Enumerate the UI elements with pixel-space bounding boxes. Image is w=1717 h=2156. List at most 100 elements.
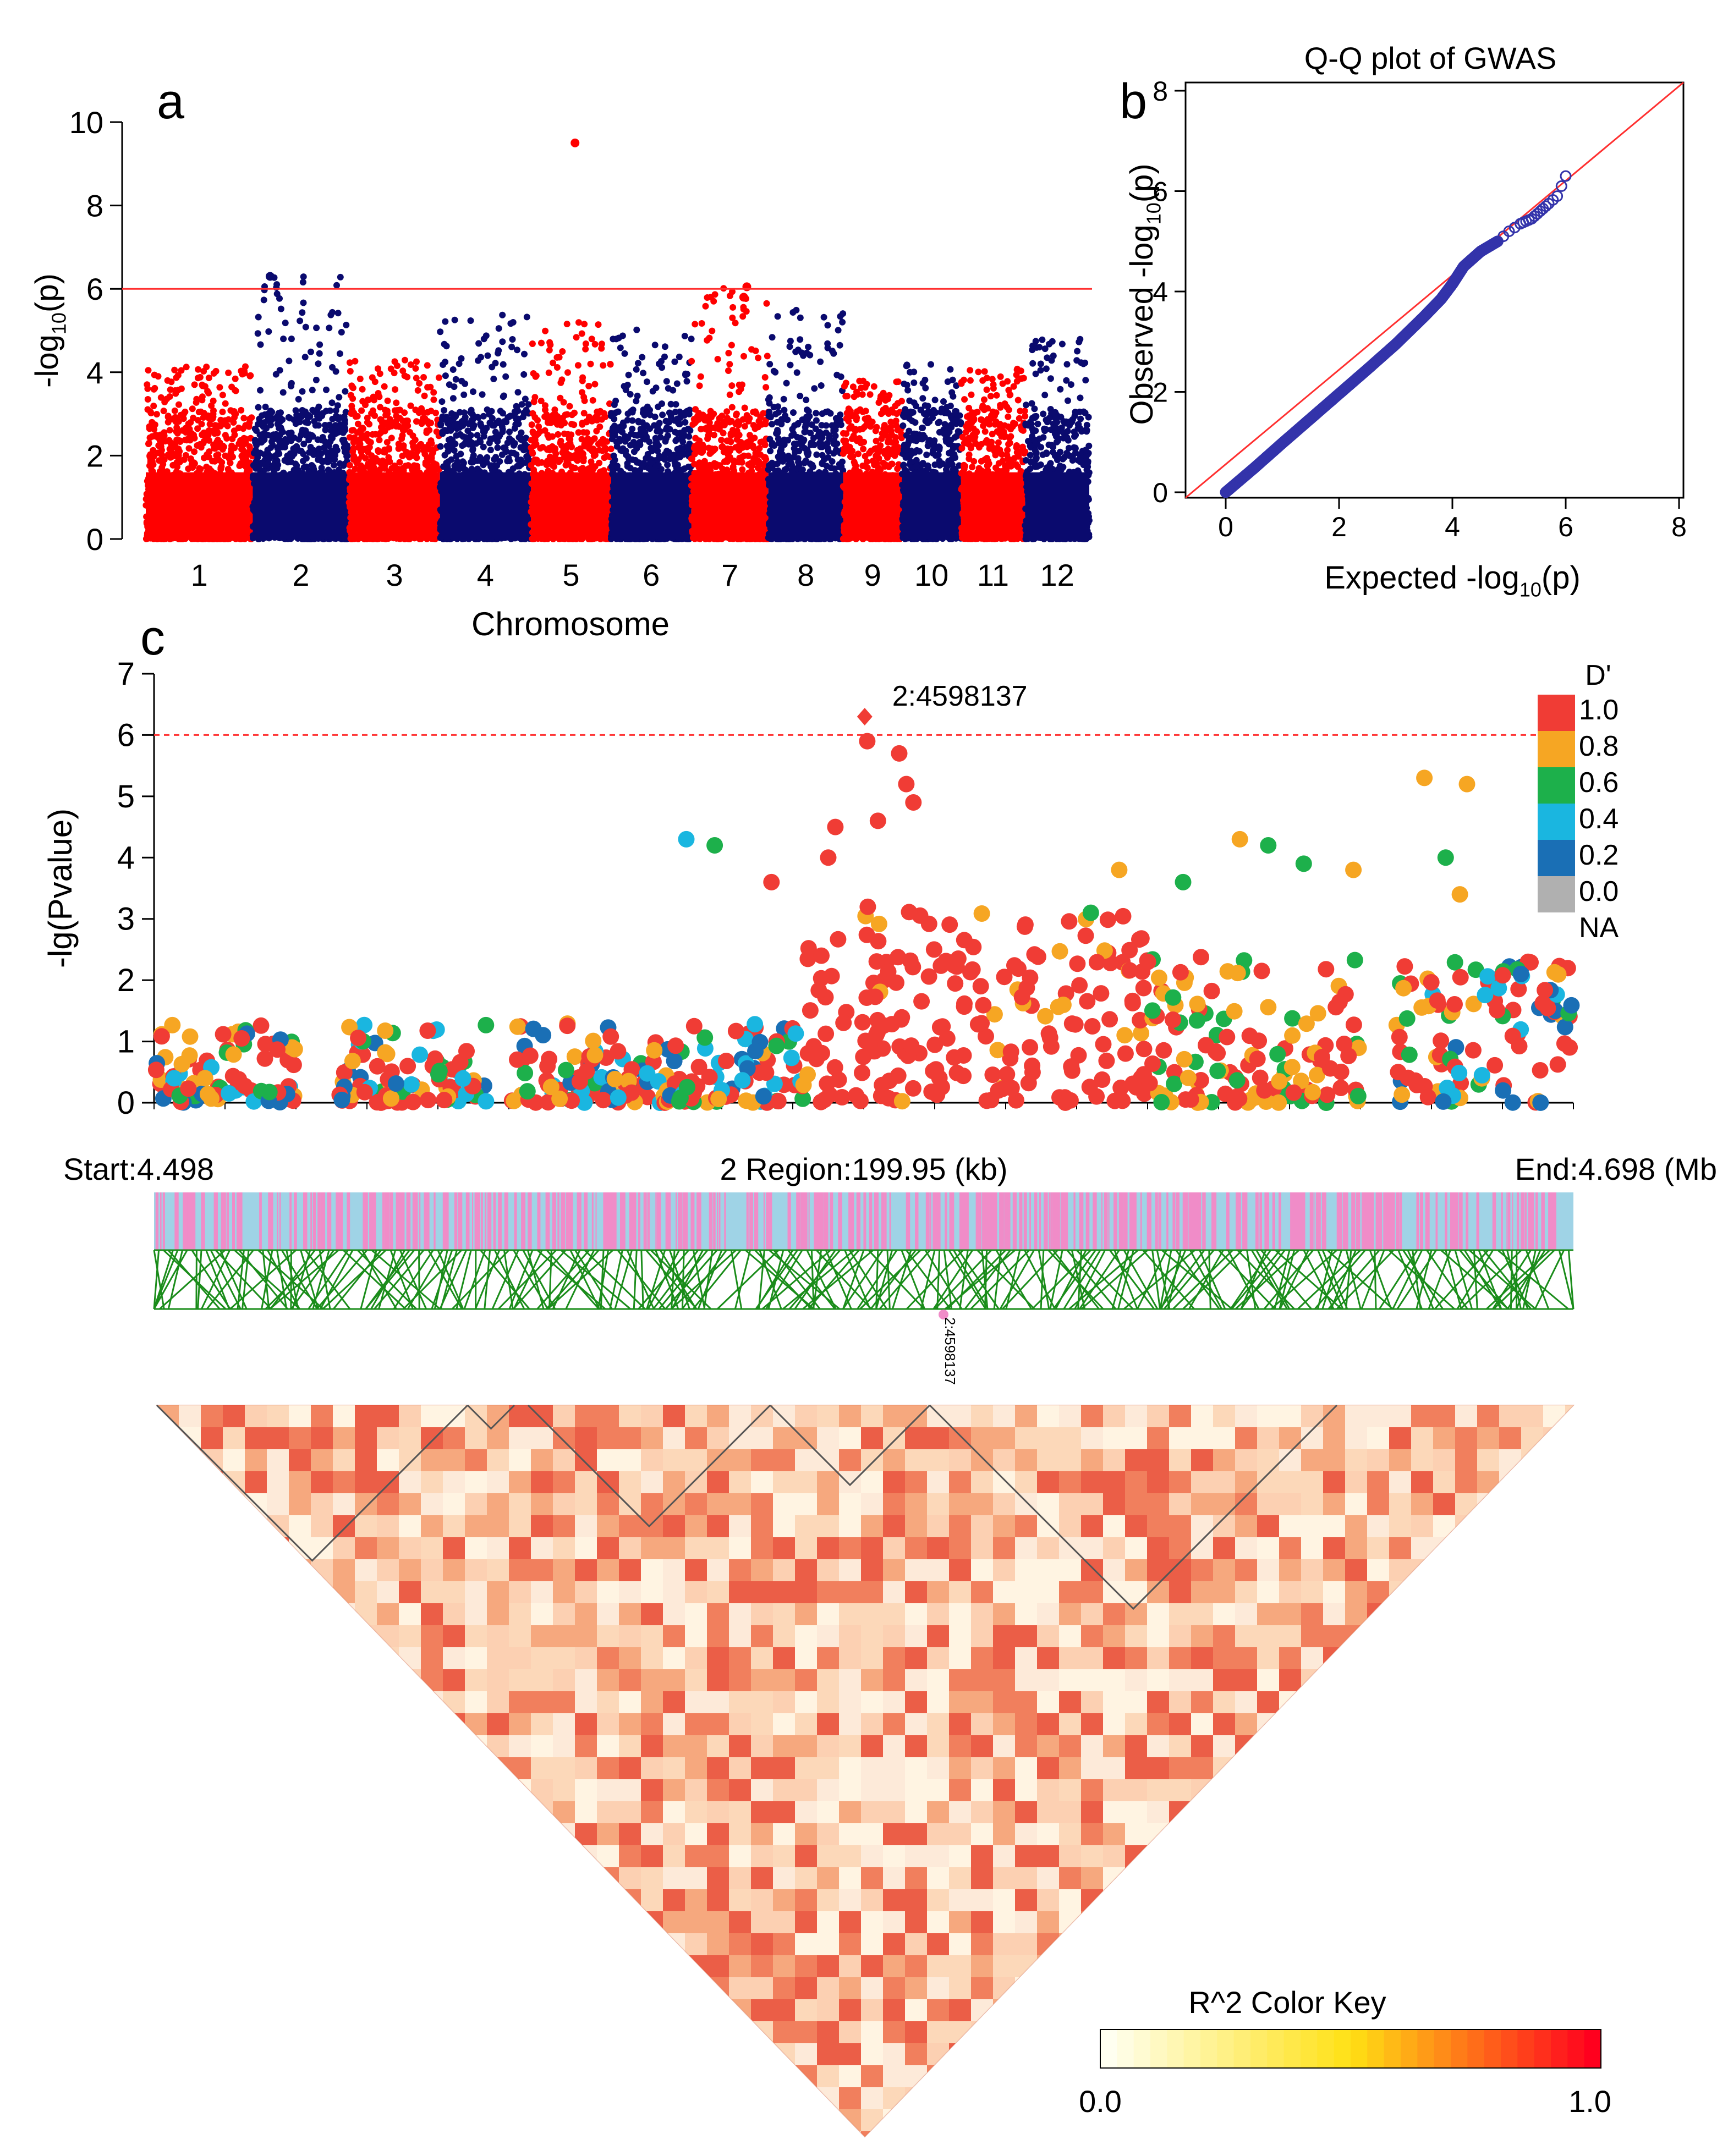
manhattan-point	[418, 441, 424, 448]
manhattan-point	[144, 385, 151, 392]
manhattan-point	[595, 321, 602, 328]
manhattan-point	[312, 422, 319, 429]
manhattan-point	[332, 430, 339, 437]
manhattan-point	[383, 439, 391, 446]
manhattan-point	[195, 366, 202, 373]
manhattan-point	[337, 424, 344, 431]
manhattan-point	[191, 381, 198, 388]
manhattan-point	[176, 459, 183, 465]
manhattan-point	[444, 461, 451, 469]
manhattan-point	[275, 410, 282, 417]
manhattan-point	[692, 435, 699, 442]
manhattan-point	[514, 389, 522, 396]
manhattan-point	[265, 328, 272, 335]
manhattan-point	[651, 342, 659, 349]
manhattan-point	[656, 360, 662, 367]
manhattan-point	[672, 409, 679, 416]
manhattan-point	[598, 340, 605, 348]
manhattan-point	[467, 409, 474, 416]
manhattan-point	[632, 457, 639, 464]
manhattan-point	[185, 445, 193, 452]
manhattan-point	[189, 464, 196, 471]
manhattan-point	[445, 436, 452, 443]
manhattan-point	[243, 462, 250, 469]
manhattan-point	[381, 383, 388, 390]
manhattan-point	[465, 435, 472, 442]
manhattan-point	[306, 449, 314, 456]
manhattan-point	[161, 398, 168, 405]
manhattan-point	[480, 443, 487, 450]
manhattan-point	[399, 453, 406, 459]
manhattan-point	[639, 419, 646, 426]
manhattan-point	[451, 383, 458, 391]
manhattan-point	[456, 409, 463, 416]
manhattan-point	[310, 464, 317, 470]
manhattan-point	[281, 457, 288, 464]
manhattan-point	[164, 419, 172, 426]
manhattan-point	[580, 458, 587, 465]
manhattan-point	[443, 414, 450, 421]
manhattan-point	[512, 409, 519, 416]
manhattan-point	[312, 376, 320, 383]
manhattan-point	[356, 441, 364, 448]
manhattan-point	[343, 321, 350, 328]
manhattan-point	[200, 438, 207, 445]
manhattan-point	[644, 403, 651, 410]
manhattan-point	[637, 425, 644, 432]
manhattan-point	[376, 437, 383, 443]
manhattan-point	[530, 370, 537, 377]
manhattan-point	[259, 412, 266, 419]
manhattan-point	[300, 464, 308, 471]
manhattan-point	[288, 336, 295, 343]
manhattan-point	[639, 354, 646, 361]
manhattan-point	[206, 448, 213, 455]
manhattan-point	[268, 414, 275, 421]
manhattan-point	[550, 359, 556, 366]
manhattan-point	[299, 279, 306, 286]
manhattan-point	[496, 458, 503, 465]
manhattan-point	[676, 450, 683, 457]
manhattan-point	[361, 446, 369, 453]
manhattan-point	[428, 454, 435, 461]
manhattan-point	[212, 422, 219, 429]
manhattan-point	[196, 466, 203, 474]
manhattan-point	[255, 314, 262, 321]
manhattan-point	[602, 413, 609, 420]
manhattan-point	[231, 408, 238, 415]
manhattan-point	[375, 447, 382, 454]
manhattan-point	[358, 407, 365, 414]
manhattan-point	[546, 346, 553, 354]
manhattan-point	[437, 443, 444, 450]
manhattan-point	[494, 444, 501, 451]
manhattan-point	[342, 388, 349, 395]
manhattan-point	[304, 411, 311, 419]
manhattan-point	[519, 414, 526, 421]
manhattan-point	[182, 425, 189, 432]
manhattan-point	[451, 422, 458, 429]
manhattan-point	[633, 366, 640, 373]
manhattan-point	[574, 362, 582, 369]
manhattan-point	[625, 371, 632, 378]
manhattan-point	[682, 419, 689, 426]
y-axis-label-a: -log10(p)	[29, 273, 70, 388]
y-tick-label-a: 6	[86, 272, 103, 306]
manhattan-point	[677, 430, 684, 437]
manhattan-point	[445, 448, 452, 455]
manhattan-point	[346, 359, 353, 366]
manhattan-point	[663, 426, 670, 433]
manhattan-point	[422, 459, 429, 466]
manhattan-point	[399, 417, 407, 425]
manhattan-point	[315, 446, 322, 453]
manhattan-point	[495, 419, 502, 426]
manhattan-point	[465, 441, 473, 448]
manhattan-point	[573, 456, 580, 463]
manhattan-point	[473, 440, 480, 447]
manhattan-point	[267, 408, 274, 415]
manhattan-point	[633, 326, 640, 333]
manhattan-point	[659, 411, 666, 419]
manhattan-point	[151, 426, 158, 433]
manhattan-point	[332, 407, 339, 414]
manhattan-point	[457, 450, 464, 458]
manhattan-point	[336, 460, 343, 467]
manhattan-point	[477, 420, 484, 427]
